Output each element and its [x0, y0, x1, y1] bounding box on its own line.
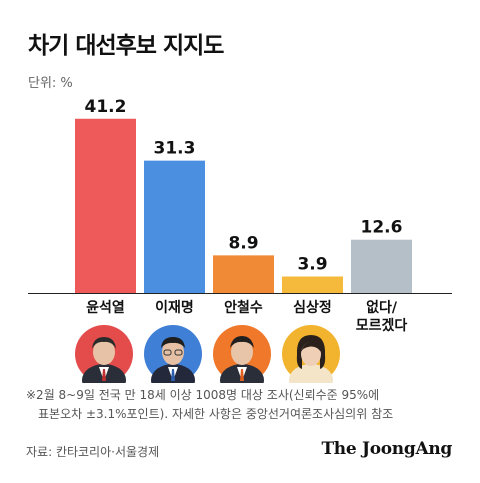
publisher-logo: The JoongAng — [321, 439, 452, 459]
bar-ahn — [213, 255, 274, 293]
bar-chart: 41.2 윤석열 31.3 이재명 8.9 안철수 3.9 심상정 12.6 없다/모르겠다 — [28, 97, 452, 334]
footnote-line-2: 표본오차 ±3.1%포인트). 자세한 사항은 중앙선거여론조사심의위 참조 — [38, 407, 394, 421]
bar-yoon — [75, 118, 136, 293]
value-label-lee: 31.3 — [154, 139, 196, 159]
category-label-yoon: 윤석열 — [86, 299, 125, 316]
candidate-photo-yoon — [75, 325, 133, 383]
footnote-line-1: ※2월 8~9일 전국 만 18세 이상 1008명 대상 조사(신뢰수준 95… — [26, 388, 380, 402]
category-label-ahn: 안철수 — [224, 299, 263, 316]
category-label-none-1: 없다/ — [366, 300, 398, 316]
value-label-none: 12.6 — [361, 218, 403, 238]
value-label-ahn: 8.9 — [228, 233, 258, 253]
value-label-sim: 3.9 — [297, 255, 327, 275]
bar-none — [351, 239, 412, 293]
value-label-yoon: 41.2 — [85, 97, 127, 117]
candidate-photo-sim — [282, 325, 340, 383]
source-note: 자료: 칸타코리아·서울경제 — [26, 445, 160, 459]
category-label-none-2: 모르겠다 — [356, 317, 408, 334]
candidate-photo-ahn — [213, 325, 271, 383]
category-label-sim: 심상정 — [293, 299, 332, 316]
bar-sim — [282, 276, 343, 293]
unit-label: 단위: % — [28, 76, 73, 91]
chart-title: 차기 대선후보 지지도 — [28, 33, 224, 59]
candidate-photo-lee — [144, 325, 202, 383]
footnote: ※2월 8~9일 전국 만 18세 이상 1008명 대상 조사(신뢰수준 95… — [26, 386, 466, 424]
category-label-lee: 이재명 — [155, 299, 194, 316]
bar-lee — [144, 160, 205, 293]
